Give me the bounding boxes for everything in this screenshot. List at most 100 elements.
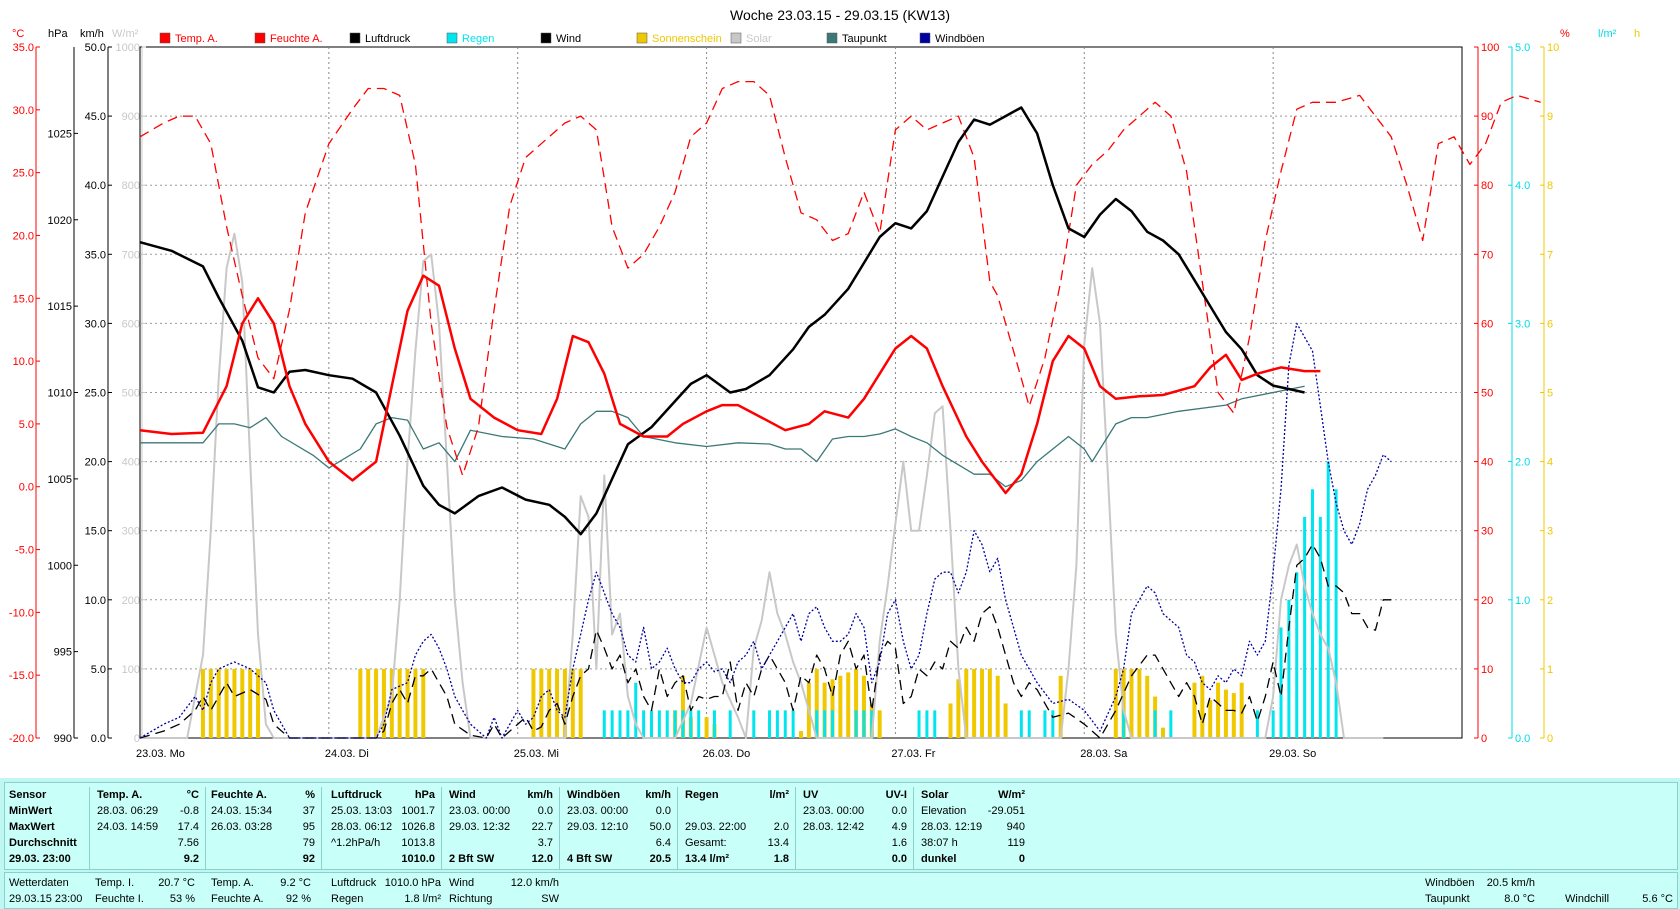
bar-regen — [626, 710, 630, 738]
weather-chart: Woche 23.03.15 - 29.03.15 (KW13) Temp. A… — [9, 7, 1640, 760]
tick-label-humidity: 50 — [1481, 388, 1493, 400]
bar-sonnenschein — [248, 668, 253, 738]
bar-sonnenschein — [1160, 727, 1165, 738]
stats-cell-label: ^1.2hPa/h — [331, 837, 381, 849]
legend-swatch — [730, 32, 742, 44]
bar-sonnenschein — [358, 668, 363, 738]
bar-sonnenschein — [413, 668, 418, 738]
stats-cell-label: 28.03. 06:29 — [97, 805, 159, 817]
stats-col-rain: Regen l/m² 29.03. 22:00 2.0 Gesamt: 13.4 13.4 … — [685, 787, 796, 869]
tick-label-temp: 30.0 — [13, 105, 34, 117]
tick-label-solar: 600 — [122, 318, 140, 330]
stats-cell-label: 28.03. 06:12 — [331, 821, 393, 833]
x-tick-label: 24.03. Di — [325, 748, 369, 760]
tick-label-sun: 6 — [1547, 318, 1553, 330]
chart-title: Woche 23.03.15 - 29.03.15 (KW13) — [730, 7, 950, 23]
x-tick-label: 26.03. Do — [703, 748, 751, 760]
stats-panel: Sensor MinWert MaxWert Durchschnitt 29.0… — [0, 778, 1680, 909]
wind-label: Wind — [449, 877, 475, 889]
tick-label-temp: 25.0 — [13, 168, 34, 180]
bar-regen — [1169, 710, 1173, 738]
tick-label-sun: 8 — [1547, 180, 1553, 192]
tick-label-pressure: 1010 — [48, 388, 72, 400]
bar-regen — [830, 710, 834, 738]
bar-sonnenschein — [232, 668, 237, 738]
bar-sonnenschein — [421, 668, 426, 738]
bar-regen — [602, 710, 606, 738]
stats-cell-value: 95 — [302, 821, 315, 833]
bar-sonnenschein — [208, 668, 213, 738]
tick-label-humidity: 90 — [1481, 111, 1493, 123]
tick-label-temp: 5.0 — [19, 419, 34, 431]
bar-regen — [1287, 599, 1291, 738]
tick-label-sun: 2 — [1547, 595, 1553, 607]
bar-sonnenschein — [854, 668, 859, 738]
bar-regen — [1051, 710, 1055, 738]
bar-regen — [1153, 710, 1157, 738]
bar-sonnenschein — [397, 668, 402, 738]
axis-unit-label: hPa — [48, 28, 68, 40]
stats-cell-value: 0.0 — [537, 805, 553, 817]
bar-regen — [1303, 516, 1307, 738]
stats-header: Windböen — [567, 789, 621, 801]
bar-sonnenschein — [987, 668, 992, 738]
tick-label-wind: 25.0 — [85, 388, 106, 400]
stats-row-label: 29.03. 23:00 — [9, 853, 71, 865]
tick-label-wind: 30.0 — [85, 318, 106, 330]
bar-sonnenschein — [1129, 668, 1134, 738]
stats-unit: °C — [186, 789, 199, 801]
stats-cell-label: dunkel — [921, 853, 957, 865]
richtung-value: SW — [541, 893, 559, 905]
tick-label-solar: 400 — [122, 457, 140, 469]
stats-col-temp: Temp. A. °C 28.03. 06:29 -0.8 24.03. 14:59 17… — [97, 787, 206, 869]
bar-regen — [689, 710, 693, 738]
axis-units: °C hPa km/h W/m²% l/m² h — [12, 28, 1640, 40]
windchill-value: 5.6 °C — [1642, 893, 1673, 905]
tick-label-solar: 1000 — [116, 42, 140, 54]
stats-cell-label: 29.03. 12:32 — [449, 821, 511, 833]
legend-swatch — [446, 32, 458, 44]
stats-row-label: MinWert — [9, 805, 53, 817]
taupunkt-value: 8.0 °C — [1504, 893, 1535, 905]
bar-sonnenschein — [381, 668, 386, 738]
stats-cell-value: 1.6 — [891, 837, 907, 849]
bar-sonnenschein — [1208, 699, 1213, 738]
stats-cell-value: 6.4 — [655, 837, 671, 849]
tick-label-humidity: 0 — [1481, 733, 1487, 745]
bar-sonnenschein — [1192, 682, 1197, 738]
stats-unit: UV-I — [885, 789, 907, 801]
tick-label-pressure: 1020 — [48, 215, 72, 227]
bar-sonnenschein — [964, 668, 969, 738]
stats-cell-label: 29.03. 12:10 — [567, 821, 629, 833]
bar-regen — [775, 710, 779, 738]
tick-label-temp: -15.0 — [9, 670, 34, 682]
stats-cell-label: Gesamt: — [685, 837, 727, 849]
windboeen-value: 20.5 km/h — [1486, 877, 1535, 889]
legend-entry: Temp. A. — [175, 33, 218, 45]
feuchte-a-value: 92 % — [285, 893, 311, 905]
bar-sonnenschein — [374, 668, 379, 738]
current-title-cell: Wetterdaten 29.03.15 23:00 — [9, 875, 89, 907]
tick-label-sun: 0 — [1547, 733, 1553, 745]
bar-sonnenschein — [1058, 675, 1063, 738]
current-pressure-cell: Luftdruck 1010.0 hPa Regen 1.8 l/m² — [331, 875, 441, 907]
bar-sonnenschein — [799, 731, 803, 738]
bar-sonnenschein — [578, 668, 583, 738]
tick-label-rain: 5.0 — [1515, 42, 1530, 54]
bar-sonnenschein — [539, 668, 544, 738]
bar-sonnenschein — [1239, 682, 1244, 738]
stats-cell-label: 24.03. 15:34 — [211, 805, 273, 817]
bar-regen — [610, 710, 614, 738]
tick-label-solar: 800 — [122, 180, 140, 192]
axis-unit-label: °C — [12, 28, 24, 40]
legend-entry: Sonnenschein — [652, 33, 722, 45]
tick-label-humidity: 10 — [1481, 664, 1493, 676]
tick-label-humidity: 40 — [1481, 457, 1493, 469]
bar-sonnenschein — [1200, 675, 1205, 738]
bar-sonnenschein — [570, 668, 575, 738]
stats-header: Sensor — [9, 789, 47, 801]
tick-label-temp: -5.0 — [15, 545, 34, 557]
stats-col-gusts: Windböen km/h 23.03. 00:00 0.0 29.03. 12:10 5… — [567, 787, 678, 869]
stats-cell-value: 92 — [302, 853, 315, 865]
stats-cell-value: 0.0 — [891, 805, 907, 817]
